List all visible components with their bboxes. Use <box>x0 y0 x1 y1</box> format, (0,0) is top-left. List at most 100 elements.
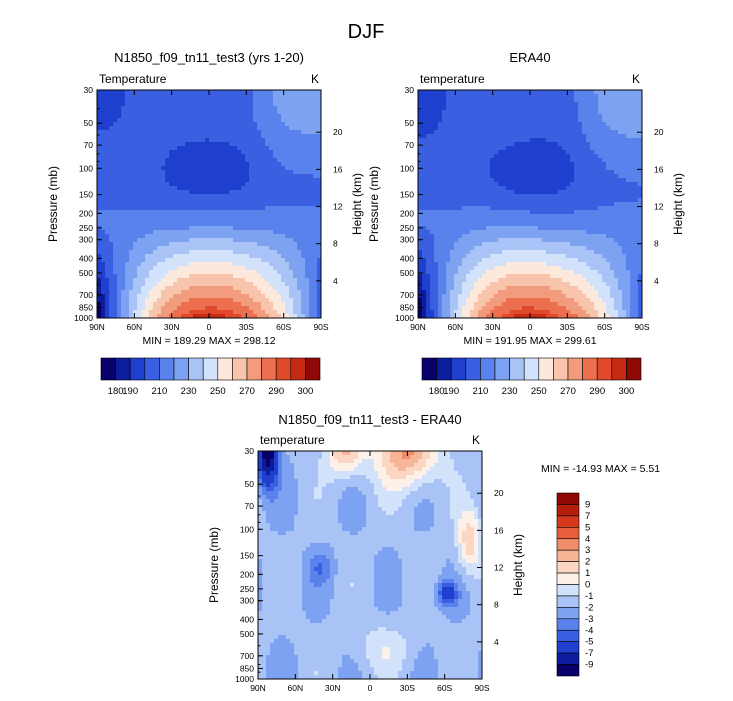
contour-cell <box>562 194 567 199</box>
contour-cell <box>241 246 246 251</box>
contour-cell <box>418 142 423 147</box>
contour-cell <box>173 234 178 239</box>
contour-cell <box>466 190 471 195</box>
contour-cell <box>233 214 238 219</box>
contour-cell <box>418 170 423 175</box>
contour-cell <box>217 274 222 279</box>
contour-cell <box>638 162 642 167</box>
contour-cell <box>221 94 226 99</box>
contour-cell <box>233 194 238 199</box>
contour-cell <box>474 170 479 175</box>
contour-cell <box>209 110 214 115</box>
contour-cell <box>137 126 142 131</box>
contour-cell <box>293 206 298 211</box>
contour-cell <box>450 122 455 127</box>
contour-cell <box>309 290 314 295</box>
contour-cell <box>478 106 483 111</box>
contour-cell <box>233 206 238 211</box>
contour-cell <box>614 174 619 179</box>
contour-cell <box>285 246 290 251</box>
contour-cell <box>265 134 270 139</box>
contour-cell <box>121 278 126 283</box>
contour-cell <box>534 110 539 115</box>
contour-cell <box>217 230 222 235</box>
contour-cell <box>269 182 274 187</box>
colorbar-label: 180 <box>108 386 124 397</box>
contour-cell <box>578 162 583 167</box>
contour-cell <box>121 138 126 143</box>
contour-cell <box>482 98 487 103</box>
contour-cell <box>217 118 222 123</box>
contour-cell <box>277 154 282 159</box>
contour-cell <box>185 250 190 255</box>
contour-cell <box>297 250 302 255</box>
contour-cell <box>590 126 595 131</box>
contour-cell <box>173 106 178 111</box>
contour-cell <box>169 134 174 139</box>
contour-cell <box>518 170 523 175</box>
contour-cell <box>209 226 214 231</box>
contour-cell <box>169 242 174 247</box>
contour-cell <box>498 122 503 127</box>
contour-cell <box>177 114 182 119</box>
contour-cell <box>618 146 623 151</box>
contour-cell <box>434 134 439 139</box>
contour-cell <box>137 282 142 287</box>
contour-cell <box>281 262 286 267</box>
contour-cell <box>269 278 274 283</box>
contour-cell <box>141 202 146 207</box>
contour-cell <box>209 234 214 239</box>
contour-cell <box>153 218 158 223</box>
contour-cell <box>578 178 583 183</box>
contour-cell <box>281 218 286 223</box>
contour-cell <box>97 122 102 127</box>
contour-cell <box>169 126 174 131</box>
contour-cell <box>277 110 282 115</box>
contour-cell <box>109 214 114 219</box>
contour-cell <box>257 254 262 259</box>
contour-cell <box>205 266 210 271</box>
contour-cell <box>317 106 321 111</box>
contour-cell <box>638 106 642 111</box>
contour-cell <box>466 114 471 119</box>
contour-cell <box>269 178 274 183</box>
contour-cell <box>121 234 126 239</box>
contour-cell <box>121 294 126 299</box>
contour-cell <box>273 162 278 167</box>
contour-cell <box>638 126 642 131</box>
contour-cell <box>265 246 270 251</box>
contour-cell <box>462 130 467 135</box>
contour-cell <box>137 294 142 299</box>
contour-cell <box>626 206 631 211</box>
contour-cell <box>293 258 298 263</box>
contour-cell <box>297 254 302 259</box>
contour-cell <box>217 178 222 183</box>
contour-cell <box>546 90 551 95</box>
contour-cell <box>458 94 463 99</box>
contour-cell <box>562 106 567 111</box>
contour-cell <box>494 190 499 195</box>
contour-cell <box>281 166 286 171</box>
contour-cell <box>265 94 270 99</box>
contour-cell <box>269 134 274 139</box>
contour-cell <box>209 166 214 171</box>
contour-cell <box>185 266 190 271</box>
contour-cell <box>594 118 599 123</box>
contour-cell <box>590 106 595 111</box>
contour-cell <box>526 146 531 151</box>
contour-cell <box>169 278 174 283</box>
contour-cell <box>450 130 455 135</box>
contour-cell <box>293 158 298 163</box>
contour-cell <box>293 266 298 271</box>
contour-cell <box>582 194 587 199</box>
contour-cell <box>522 90 527 95</box>
contour-cell <box>177 310 182 315</box>
contour-cell <box>157 150 162 155</box>
contour-cell <box>185 194 190 199</box>
contour-cell <box>105 94 110 99</box>
contour-cell <box>241 182 246 187</box>
contour-cell <box>181 102 186 107</box>
contour-cell <box>618 122 623 127</box>
contour-cell <box>614 158 619 163</box>
contour-cell <box>538 162 543 167</box>
